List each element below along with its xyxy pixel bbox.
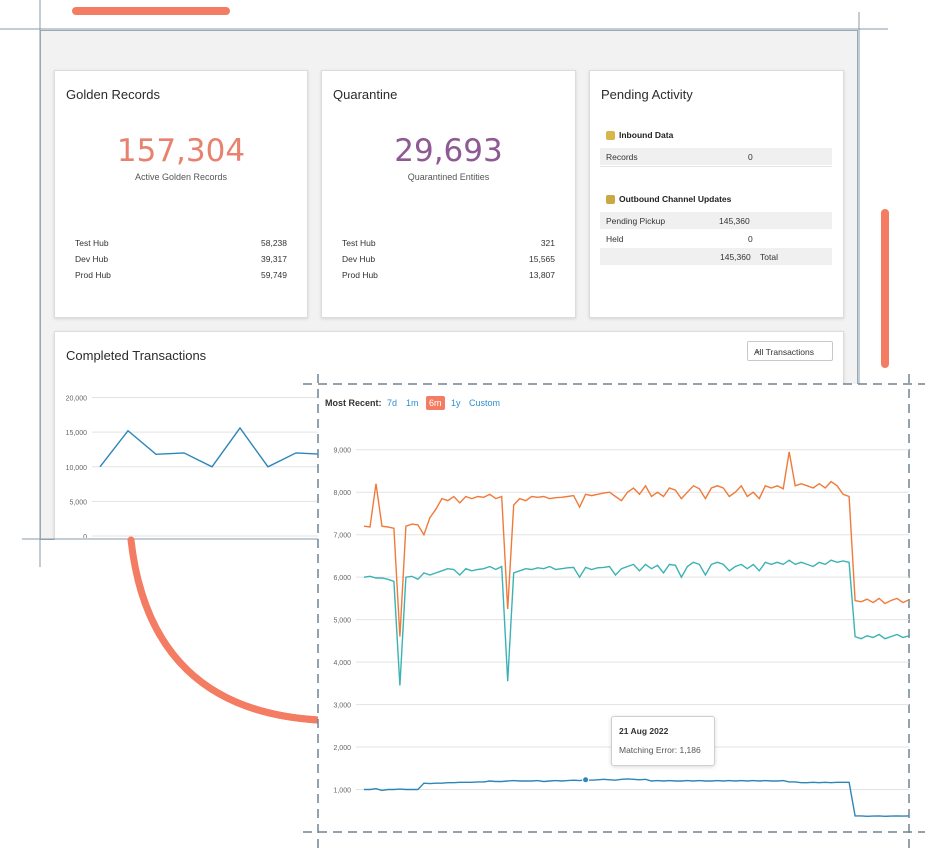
range-option-1y[interactable]: 1y — [451, 398, 461, 408]
completed-transactions-chart: 20,000 15,000 10,000 5,000 0 — [54, 388, 325, 541]
range-option-custom[interactable]: Custom — [469, 398, 501, 408]
quarantine-card: Quarantine 29,693 Quarantined Entities T… — [321, 70, 576, 318]
completed-transactions-svg: 20,000 15,000 10,000 5,000 0 — [66, 396, 325, 541]
highlight-point[interactable] — [582, 776, 590, 784]
total-value: 145,360 — [720, 252, 751, 262]
completed-transactions-title: Completed Transactions — [66, 348, 207, 363]
y-tick-label: 20,000 — [66, 396, 88, 403]
quarantine-title: Quarantine — [333, 87, 398, 102]
y-tick-label: 5,000 — [69, 499, 87, 506]
outbound-channel-icon — [606, 195, 615, 205]
y-tick-label: 8,000 — [333, 490, 351, 497]
chevron-down-icon: ⌄ — [754, 345, 762, 355]
range-option-7d[interactable]: 7d — [387, 398, 398, 408]
y-tick-label: 5,000 — [333, 618, 351, 625]
pending-activity-title: Pending Activity — [601, 87, 693, 102]
range-selector: Most Recent: — [325, 398, 382, 408]
quarantine-count: 29,693 — [394, 133, 503, 169]
hub-row: Prod Hub 13,807 — [342, 270, 555, 286]
total-label: Total — [760, 252, 778, 262]
hub-value: 58,238 — [261, 238, 287, 248]
held-row: Held 0 — [600, 230, 832, 247]
y-tick-label: 3,000 — [333, 703, 351, 710]
total-row: 145,360 Total — [600, 248, 832, 265]
detail-chart-panel — [318, 384, 910, 852]
inbound-data-label: Inbound Data — [619, 130, 674, 140]
accent-bar-top — [72, 7, 230, 15]
transactions-filter-value: All Transactions — [754, 347, 814, 357]
outbound-channel-heading: Outbound Channel Updates — [606, 194, 732, 205]
golden-records-title: Golden Records — [66, 87, 160, 102]
y-tick-label: 1,000 — [333, 788, 351, 795]
series-line — [364, 778, 910, 818]
series-line — [99, 426, 325, 468]
panel-cut — [22, 540, 322, 580]
hub-name: Prod Hub — [75, 270, 111, 280]
y-tick-label: 15,000 — [66, 430, 88, 437]
records-row: Records 0 — [600, 148, 832, 165]
accent-bar-right — [881, 209, 889, 368]
hub-value: 39,317 — [261, 254, 287, 264]
pending-activity-card: Pending Activity Inbound Data Records 0 O… — [589, 70, 844, 318]
detail-line-chart: 9,000 8,000 7,000 6,000 5,000 4,000 3,000 2,000… — [318, 420, 910, 832]
pending-pickup-row: Pending Pickup 145,360 — [600, 212, 832, 229]
hub-row: Dev Hub 15,565 — [342, 254, 555, 270]
y-tick-label: 9,000 — [333, 448, 351, 455]
held-value: 0 — [748, 234, 753, 244]
y-tick-label: 2,000 — [333, 745, 351, 752]
y-tick-label: 4,000 — [333, 660, 351, 667]
y-tick-label: 0 — [83, 534, 87, 538]
pending-pickup-label: Pending Pickup — [606, 216, 666, 226]
hub-value: 321 — [540, 238, 555, 248]
hub-row: Test Hub 321 — [342, 238, 555, 254]
held-label: Held — [606, 234, 624, 244]
hub-name: Dev Hub — [75, 254, 109, 264]
divider — [600, 166, 832, 167]
quarantine-caption: Quarantined Entities — [407, 172, 490, 182]
range-option-1m[interactable]: 1m — [406, 398, 419, 408]
hub-name: Test Hub — [75, 238, 109, 248]
pending-pickup-value: 145,360 — [719, 216, 750, 226]
records-label: Records — [606, 152, 638, 162]
golden-records-card: Golden Records 157,304 Active Golden Rec… — [54, 70, 308, 318]
tooltip-text: Matching Error: 1,186 — [619, 745, 701, 755]
transactions-filter-select[interactable]: All Transactions ⌄ — [747, 341, 833, 361]
detail-svg: 9,000 8,000 7,000 6,000 5,000 4,000 3,000 2,000… — [333, 448, 910, 818]
y-tick-label: 10,000 — [66, 465, 88, 472]
golden-records-caption: Active Golden Records — [134, 172, 228, 182]
records-value: 0 — [748, 152, 753, 162]
hub-name: Dev Hub — [342, 254, 376, 264]
hub-row: Test Hub 58,238 — [75, 238, 287, 254]
chart-tooltip: 21 Aug 2022 Matching Error: 1,186 — [611, 716, 715, 766]
outbound-channel-label: Outbound Channel Updates — [619, 194, 732, 204]
hub-row: Dev Hub 39,317 — [75, 254, 287, 270]
hub-value: 15,565 — [529, 254, 555, 264]
golden-records-count: 157,304 — [116, 133, 246, 169]
y-tick-label: 7,000 — [333, 533, 351, 540]
hub-row: Prod Hub 59,749 — [75, 270, 287, 286]
y-tick-label: 6,000 — [333, 575, 351, 582]
series-line — [363, 451, 910, 637]
hub-name: Test Hub — [342, 238, 376, 248]
tooltip-date: 21 Aug 2022 — [619, 726, 669, 736]
inbound-data-heading: Inbound Data — [606, 130, 674, 141]
series-line — [363, 559, 910, 686]
hub-value: 13,807 — [529, 270, 555, 280]
hub-name: Prod Hub — [342, 270, 378, 280]
range-selector-label: Most Recent: — [325, 398, 382, 408]
hub-value: 59,749 — [261, 270, 287, 280]
inbound-data-icon — [606, 131, 615, 141]
range-option-6m[interactable]: 6m — [426, 396, 445, 410]
